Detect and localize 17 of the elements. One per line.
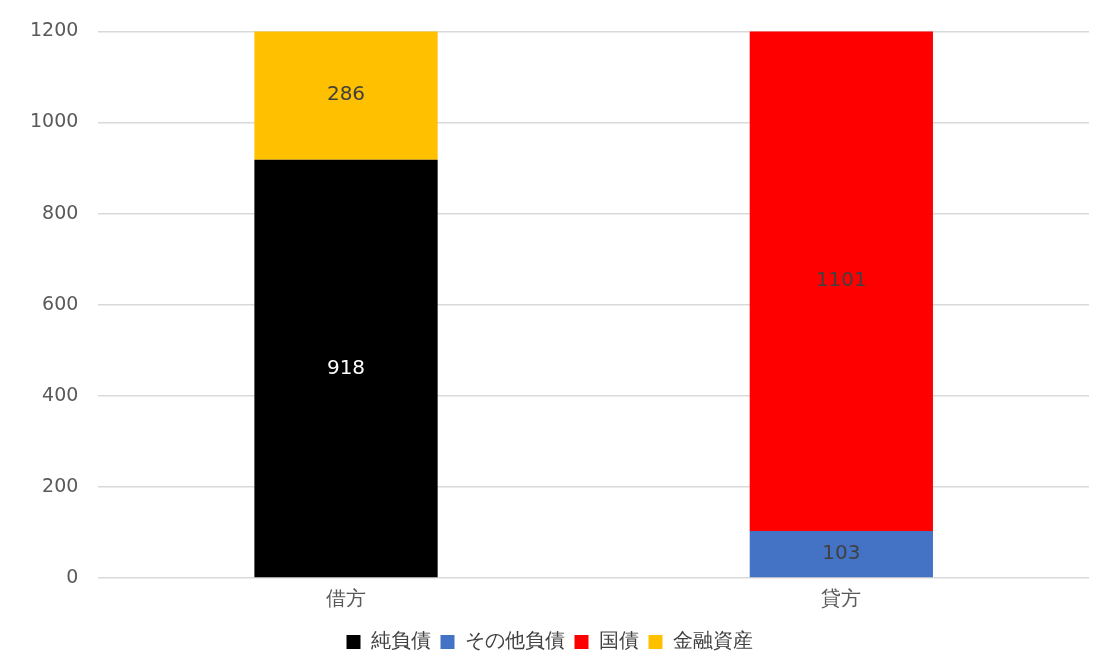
y-tick-label: 0 — [66, 564, 79, 587]
y-tick-label: 600 — [42, 291, 79, 314]
data-label: 918 — [326, 354, 366, 379]
data-label: 103 — [822, 540, 861, 565]
legend-label: 金融資産 — [672, 628, 753, 653]
data-label: 286 — [326, 80, 366, 105]
x-tick-label: 貸方 — [821, 586, 862, 611]
y-tick-label: 400 — [42, 382, 79, 405]
legend-label: 国債 — [598, 628, 639, 653]
legend-label: その他負債 — [464, 628, 565, 653]
y-tick-label: 1000 — [29, 109, 79, 132]
y-tick-label: 200 — [42, 473, 79, 496]
legend-label: 純負債 — [370, 628, 431, 653]
data-label: 1101 — [815, 266, 867, 291]
y-tick-label: 800 — [42, 200, 79, 223]
y-tick-label: 1200 — [29, 18, 79, 41]
x-tick-label: 借方 — [326, 586, 367, 611]
